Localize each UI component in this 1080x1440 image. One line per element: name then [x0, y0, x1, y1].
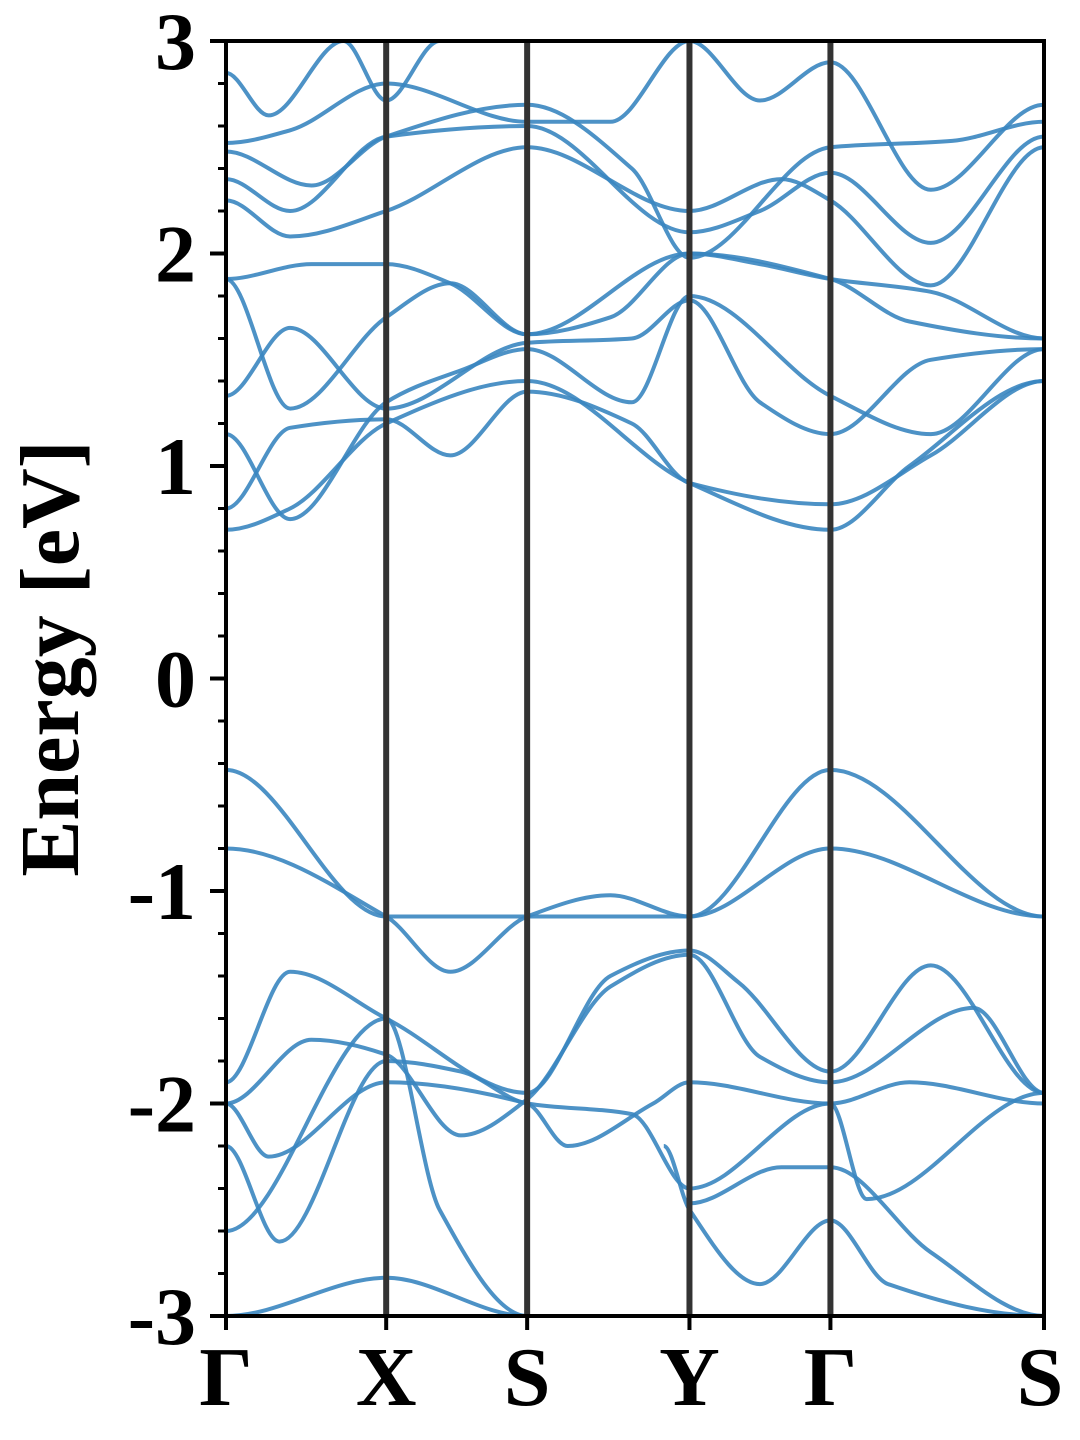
- band-line-2: [226, 846, 1044, 974]
- band-line-21: [226, 41, 441, 118]
- y-axis-label: Energy [eV]: [4, 440, 97, 876]
- y-tick-label: 0: [155, 634, 196, 725]
- k-point-label: Γ: [199, 1331, 252, 1424]
- y-tick-label: -2: [128, 1059, 196, 1150]
- k-point-dividers: [383, 41, 834, 1316]
- band-line-14: [226, 298, 1044, 437]
- band-line-19: [226, 102, 1044, 260]
- band-line-5: [226, 1080, 1044, 1159]
- k-point-label: S: [504, 1331, 551, 1424]
- band-line-16: [226, 251, 1044, 341]
- band-line-13: [226, 294, 1044, 522]
- k-point-label: S: [1017, 1331, 1064, 1424]
- band-line-1: [226, 767, 1044, 919]
- y-tick-label: 2: [155, 209, 196, 300]
- band-line-11: [226, 379, 1044, 532]
- band-line-4: [226, 952, 1044, 1138]
- y-tick-label: -3: [128, 1271, 196, 1362]
- band-line-6: [226, 1059, 1044, 1244]
- k-point-label: Γ: [804, 1331, 857, 1424]
- band-line-18: [226, 124, 1044, 245]
- band-line-7: [226, 1016, 528, 1316]
- y-tick-label: 3: [155, 0, 196, 87]
- y-tick-labels: 3 2 1 0 -1 -2 -3: [128, 0, 196, 1362]
- band-curves: [226, 41, 1044, 1316]
- y-tick-label: -1: [128, 846, 196, 937]
- band-line-3: [226, 948, 1044, 1095]
- k-point-label: X: [356, 1331, 417, 1424]
- plot-frame: [224, 39, 1046, 1318]
- band-line-15: [226, 251, 1044, 411]
- y-major-ticks: [210, 39, 226, 1318]
- band-line-20: [226, 41, 1044, 192]
- y-tick-label: 1: [155, 421, 196, 512]
- band-line-12: [226, 379, 1044, 511]
- k-point-label: Y: [659, 1331, 720, 1424]
- band-line-9: [689, 1165, 1044, 1316]
